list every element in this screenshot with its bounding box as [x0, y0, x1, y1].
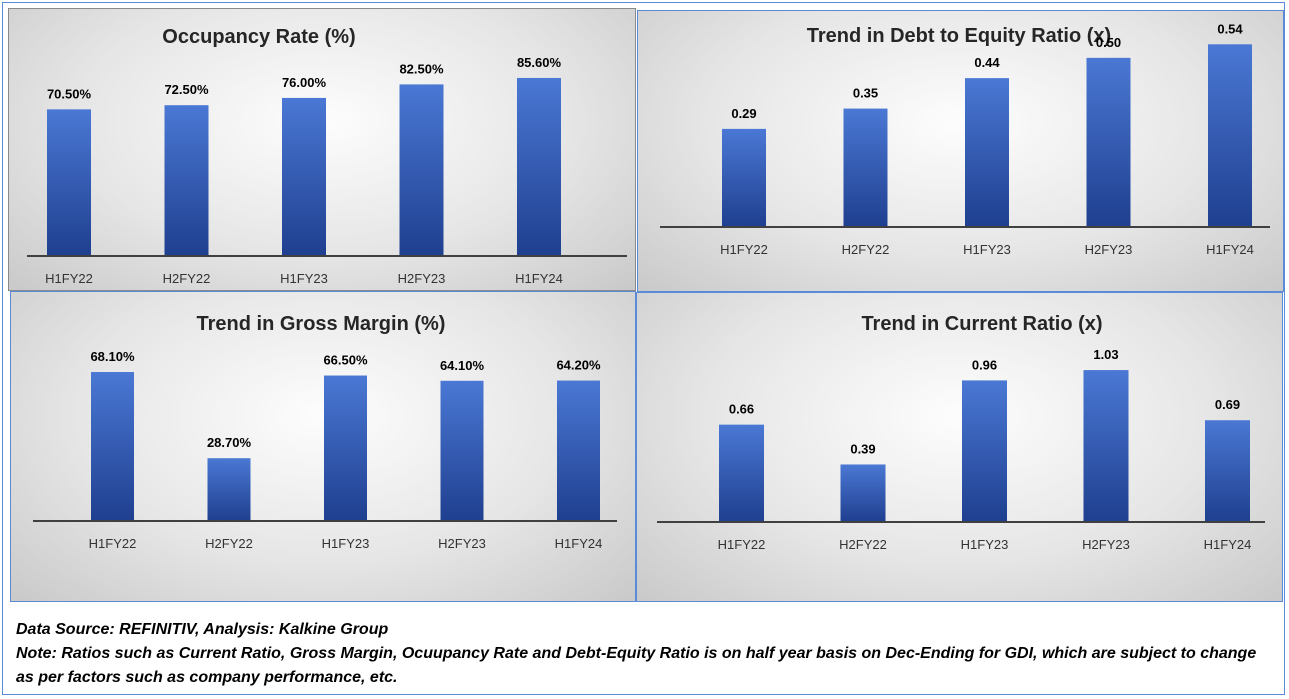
gross-margin-chart: Trend in Gross Margin (%) 68.10% H1FY22 28.…	[33, 313, 617, 551]
bar-h2fy23	[440, 380, 484, 521]
data-label: 76.00%	[282, 75, 327, 90]
chart-title: Trend in Gross Margin (%)	[197, 313, 446, 335]
x-tick-label: H2FY23	[1085, 242, 1133, 257]
x-tick-label: H2FY23	[398, 271, 446, 286]
x-tick-label: H1FY22	[45, 271, 93, 286]
x-tick-label: H1FY22	[718, 537, 766, 552]
occupancy-chart: Occupancy Rate (%) 70.50% H1FY22 72.50% H2FY…	[27, 26, 627, 286]
x-tick-label: H1FY24	[555, 536, 603, 551]
data-label: 82.50%	[399, 61, 444, 76]
data-label: 85.60%	[517, 55, 562, 70]
bar-h1fy24	[1208, 44, 1252, 227]
bar-h2fy22	[164, 105, 209, 256]
data-label: 0.35	[853, 86, 878, 101]
bar-h1fy24	[557, 380, 600, 521]
data-label: 0.54	[1217, 21, 1243, 36]
bar-h2fy23	[1083, 370, 1129, 522]
bar-h1fy23	[282, 97, 326, 256]
chart-title: Trend in Current Ratio (x)	[861, 313, 1102, 335]
bar-h2fy23	[399, 84, 444, 257]
debt-equity-chart: Trend in Debt to Equity Ratio (x) 0.29 H1F…	[660, 21, 1270, 257]
data-label: 72.50%	[164, 82, 209, 97]
x-tick-label: H2FY23	[1082, 537, 1130, 552]
data-label: 70.50%	[47, 86, 92, 101]
note-text: Note: Ratios such as Current Ratio, Gros…	[16, 645, 1257, 686]
bar-h1fy22	[47, 109, 91, 256]
data-label: 64.20%	[556, 358, 601, 373]
data-label: 0.69	[1215, 397, 1240, 412]
data-label: 0.39	[850, 441, 875, 456]
data-label: 64.10%	[440, 358, 485, 373]
bar-h1fy23	[965, 78, 1009, 227]
x-tick-label: H1FY23	[961, 537, 1009, 552]
x-tick-label: H1FY22	[89, 536, 137, 551]
data-label: 68.10%	[90, 349, 135, 364]
x-tick-label: H2FY22	[205, 536, 253, 551]
bar-h2fy22	[843, 108, 888, 227]
data-label: 0.44	[974, 55, 1000, 70]
x-tick-label: H1FY23	[280, 271, 328, 286]
footer: Data Source: REFINITIV, Analysis: Kalkin…	[16, 618, 1278, 690]
bar-h1fy24	[517, 77, 561, 257]
chart-title: Occupancy Rate (%)	[162, 26, 355, 48]
bar-h1fy22	[91, 372, 134, 521]
data-label: 0.29	[731, 106, 756, 121]
x-tick-label: H2FY22	[839, 537, 887, 552]
data-label: 1.03	[1093, 347, 1118, 362]
x-tick-label: H2FY23	[438, 536, 486, 551]
bar-h1fy23	[962, 380, 1007, 522]
data-label: 0.66	[729, 402, 754, 417]
chart-panel-debt-equity: Trend in Debt to Equity Ratio (x) 0.29 H1F…	[637, 10, 1284, 292]
data-label: 0.50	[1096, 35, 1121, 50]
data-label: 28.70%	[207, 435, 252, 450]
current-ratio-chart: Trend in Current Ratio (x) 0.66 H1FY22 0.39…	[657, 313, 1265, 552]
x-tick-label: H1FY23	[963, 242, 1011, 257]
chart-panel-current-ratio: Trend in Current Ratio (x) 0.66 H1FY22 0.39…	[636, 292, 1283, 602]
bar-h1fy24	[1205, 420, 1250, 522]
chart-panel-gross-margin: Trend in Gross Margin (%) 68.10% H1FY22 28.…	[10, 291, 636, 602]
bar-h1fy22	[719, 424, 764, 522]
chart-panel-occupancy: Occupancy Rate (%) 70.50% H1FY22 72.50% H2FY…	[8, 8, 636, 291]
chart-title: Trend in Debt to Equity Ratio (x)	[807, 25, 1111, 47]
x-tick-label: H1FY24	[515, 271, 563, 286]
bar-h2fy22	[207, 458, 251, 521]
bar-h2fy22	[840, 464, 886, 522]
data-label: 66.50%	[323, 353, 368, 368]
x-tick-label: H1FY24	[1206, 242, 1254, 257]
data-label: 0.96	[972, 357, 997, 372]
data-source-text: Data Source: REFINITIV, Analysis: Kalkin…	[16, 621, 389, 638]
x-tick-label: H1FY24	[1204, 537, 1252, 552]
x-tick-label: H1FY22	[720, 242, 768, 257]
bar-h1fy22	[722, 128, 766, 227]
x-tick-label: H2FY22	[842, 242, 890, 257]
x-tick-label: H1FY23	[322, 536, 370, 551]
bar-h2fy23	[1086, 57, 1131, 228]
bar-h1fy23	[324, 375, 367, 521]
x-tick-label: H2FY22	[163, 271, 211, 286]
